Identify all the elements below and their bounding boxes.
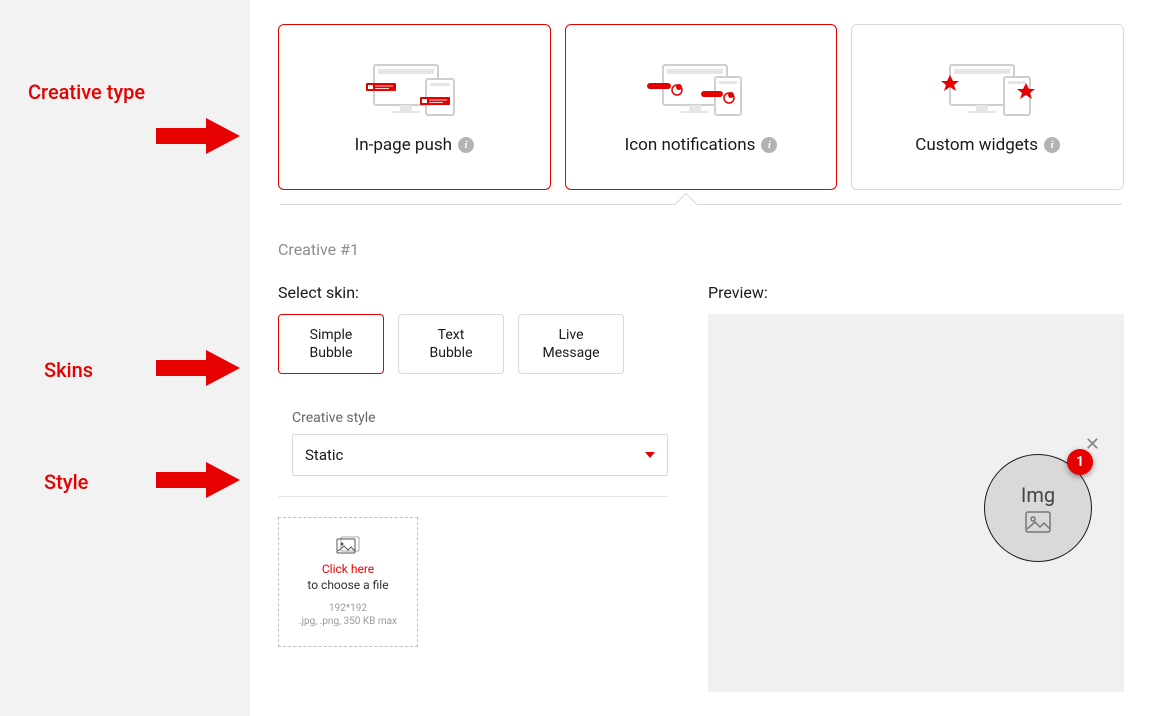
image-icon bbox=[336, 536, 360, 556]
card-icon-custom-widgets bbox=[928, 59, 1048, 119]
card-icon-notifications[interactable]: Icon notifications i bbox=[565, 24, 838, 190]
info-icon[interactable]: i bbox=[1044, 137, 1060, 153]
annotation-skins: Skins bbox=[44, 358, 93, 382]
card-icon-icon-notifications bbox=[641, 59, 761, 119]
divider bbox=[278, 496, 668, 497]
preview-column: Preview: ✕ Img 1 bbox=[708, 283, 1124, 692]
main-panel: In-page push i bbox=[250, 0, 1152, 716]
skin-options: Simple Bubble Text Bubble Live Message bbox=[278, 314, 668, 374]
connector bbox=[278, 190, 1124, 216]
skin-live-message[interactable]: Live Message bbox=[518, 314, 624, 374]
skin-label: Live Message bbox=[543, 326, 600, 362]
annotation-creative-type: Creative type bbox=[28, 80, 145, 104]
card-label: Custom widgets bbox=[915, 135, 1038, 155]
arrow-skins bbox=[156, 348, 242, 388]
image-placeholder-icon bbox=[1025, 511, 1051, 533]
notification-badge: 1 bbox=[1067, 449, 1093, 475]
card-custom-widgets[interactable]: Custom widgets i bbox=[851, 24, 1124, 190]
upload-sub-text: to choose a file bbox=[307, 578, 388, 592]
select-skin-label: Select skin: bbox=[278, 283, 668, 302]
upload-meta: 192*192 .jpg, .png, 350 KB max bbox=[299, 602, 397, 628]
upload-click-text: Click here bbox=[322, 562, 374, 576]
preview-label: Preview: bbox=[708, 283, 1124, 302]
annotation-sidebar: Creative type Skins Style bbox=[0, 0, 250, 716]
preview-bubble[interactable]: Img 1 bbox=[984, 454, 1092, 562]
creative-style-select[interactable]: Static bbox=[292, 434, 668, 476]
skin-label: Simple Bubble bbox=[310, 326, 353, 362]
card-label: Icon notifications bbox=[625, 135, 756, 155]
info-icon[interactable]: i bbox=[458, 137, 474, 153]
chevron-down-icon bbox=[645, 452, 655, 458]
card-in-page-push[interactable]: In-page push i bbox=[278, 24, 551, 190]
card-label: In-page push bbox=[355, 135, 452, 155]
skin-simple-bubble[interactable]: Simple Bubble bbox=[278, 314, 384, 374]
annotation-style: Style bbox=[44, 470, 88, 494]
skin-label: Text Bubble bbox=[430, 326, 473, 362]
preview-placeholder-label: Img bbox=[1021, 483, 1055, 507]
creative-style-value: Static bbox=[305, 446, 343, 464]
file-upload[interactable]: Click here to choose a file 192*192 .jpg… bbox=[278, 517, 418, 647]
creative-type-cards: In-page push i bbox=[278, 24, 1124, 190]
arrow-creative-type bbox=[156, 116, 242, 156]
creative-style-label: Creative style bbox=[292, 410, 668, 426]
preview-canvas: ✕ Img 1 bbox=[708, 314, 1124, 692]
card-icon-in-page-push bbox=[354, 59, 474, 119]
skin-text-bubble[interactable]: Text Bubble bbox=[398, 314, 504, 374]
creative-section-title: Creative #1 bbox=[278, 240, 1124, 259]
arrow-style bbox=[156, 460, 242, 500]
creative-form: Select skin: Simple Bubble Text Bubble L… bbox=[278, 283, 668, 692]
info-icon[interactable]: i bbox=[761, 137, 777, 153]
